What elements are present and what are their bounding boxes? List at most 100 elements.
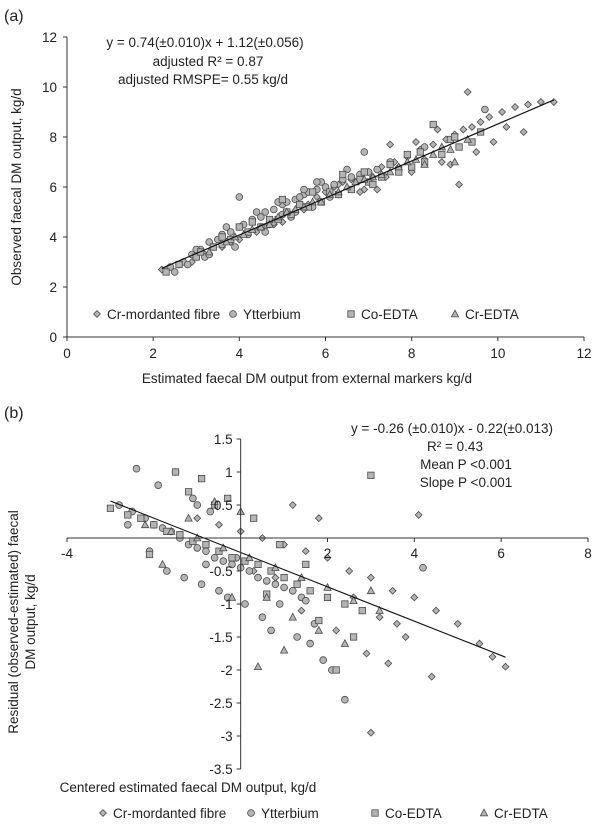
panel-b-point bbox=[219, 557, 228, 565]
panel-a-point bbox=[339, 170, 347, 179]
panel-b-point bbox=[341, 695, 349, 704]
panel-a-y-tick-label: 2 bbox=[49, 280, 57, 295]
panel-b-point bbox=[288, 586, 297, 595]
panel-b-point bbox=[184, 513, 193, 522]
panel-a-legend-marker bbox=[347, 310, 355, 318]
panel-a-ylabel: Observed faecal DM output, kg/d bbox=[9, 88, 24, 285]
panel-b-slope-p: Slope P <0.001 bbox=[420, 475, 512, 490]
panel-a-point bbox=[485, 113, 494, 121]
panel-a-rmspe: adjusted RMSPE= 0.55 kg/d bbox=[118, 72, 288, 87]
panel-a-x-tick-label: 10 bbox=[490, 346, 505, 361]
panel-b-point bbox=[262, 592, 271, 601]
panel-a-legend-marker bbox=[450, 309, 460, 318]
panel-b-point bbox=[245, 553, 254, 562]
panel-a-point bbox=[463, 88, 472, 96]
panel-b-point bbox=[176, 531, 184, 539]
panel-b-point bbox=[180, 573, 189, 582]
panel-a-point bbox=[386, 160, 394, 169]
panel-a-point bbox=[437, 158, 446, 166]
panel-b-point bbox=[410, 593, 419, 602]
panel-a-point bbox=[472, 148, 481, 156]
panel-a-point bbox=[360, 148, 369, 156]
panel-b-xlabel: Centered estimated faecal DM output, kg/… bbox=[60, 780, 317, 795]
panel-a-x-tick-label: 12 bbox=[576, 346, 591, 361]
panel-b-x-tick-label: -4 bbox=[61, 546, 73, 561]
panel-b-y-tick-label: 1 bbox=[225, 465, 233, 480]
panel-a-fit-segment bbox=[161, 99, 555, 269]
panel-a-point bbox=[360, 168, 368, 176]
panel-b-point bbox=[184, 488, 193, 496]
panel-b-y-tick-label: -1 bbox=[221, 597, 233, 612]
panel-b-point bbox=[297, 606, 306, 615]
panel-b-point bbox=[210, 497, 219, 506]
panel-b-point bbox=[366, 728, 375, 737]
panel-b-point bbox=[366, 573, 375, 582]
panel-b-point bbox=[193, 544, 202, 552]
panel-b-point bbox=[202, 560, 210, 569]
panel-b-legend-marker bbox=[99, 809, 107, 817]
panel-a-legend-label: Ytterbium bbox=[243, 307, 301, 322]
panel-b-point bbox=[224, 494, 232, 503]
panel-b-point bbox=[206, 507, 215, 516]
panel-b-axes: -4 2 4 6 8 1.5 1 0.5 -0.5 -1 -1.5 -2 -2.5 -3 -3.5 bbox=[61, 432, 592, 777]
panel-a-legend-label: Cr-mordanted fibre bbox=[107, 307, 220, 322]
panel-b-point bbox=[214, 520, 223, 529]
panel-b-point bbox=[288, 612, 298, 621]
panel-b-point bbox=[306, 639, 314, 648]
panel-b-point bbox=[375, 605, 384, 614]
panel-a-point bbox=[433, 125, 442, 134]
panel-a-point bbox=[429, 140, 438, 149]
panel-a-point bbox=[451, 133, 459, 141]
panel-b-point bbox=[280, 583, 288, 592]
panel-b-point bbox=[124, 511, 132, 519]
panel-a-legend-label: Cr-EDTA bbox=[465, 307, 519, 322]
panel-b-point bbox=[453, 619, 462, 628]
panel-b-fit-line bbox=[110, 500, 506, 658]
panel-a-x-tick-label: 2 bbox=[149, 346, 157, 361]
panel-a-point bbox=[356, 188, 364, 196]
panel-b-x-tick-label: 8 bbox=[584, 546, 592, 561]
panel-a-xlabel: Estimated faecal DM output from external… bbox=[142, 371, 472, 386]
panel-b-point bbox=[341, 600, 349, 608]
panel-a-x-tick-label: 6 bbox=[322, 346, 330, 361]
panel-b-legend-marker bbox=[371, 809, 379, 817]
panel-a-y-tick-label: 12 bbox=[42, 30, 57, 45]
panel-a-point bbox=[226, 228, 235, 236]
panel-b-point bbox=[384, 659, 393, 668]
panel-a-y-tick-label: 10 bbox=[42, 80, 57, 95]
panel-a-point bbox=[369, 180, 377, 189]
panel-b-point bbox=[358, 607, 366, 615]
panel-a-point bbox=[252, 208, 261, 216]
panel-b-point bbox=[314, 625, 324, 634]
panel-b-y-tick-label: -1.5 bbox=[209, 630, 232, 645]
panel-a-fit-line bbox=[161, 99, 555, 269]
panel-b-point bbox=[137, 514, 145, 522]
panel-b-point bbox=[393, 619, 401, 628]
panel-b-point bbox=[154, 481, 162, 490]
panel-b-point bbox=[388, 586, 397, 595]
panel-b-point bbox=[293, 580, 301, 588]
panel-a-point bbox=[308, 188, 317, 196]
panel-b-legend: Cr-mordanted fibre Ytterbium Co-EDTA Cr-EDT… bbox=[99, 806, 548, 821]
panel-b-point bbox=[189, 494, 197, 503]
panel-a-point bbox=[511, 103, 520, 111]
panel-b-point bbox=[332, 626, 341, 635]
panel-a-point bbox=[218, 233, 226, 241]
panel-b-point bbox=[106, 504, 115, 512]
panel-b-ylabel-line2: DM output, kg/d bbox=[23, 574, 38, 669]
panel-b-point bbox=[254, 560, 262, 569]
panel-b-point bbox=[501, 662, 510, 671]
panel-a-point bbox=[313, 178, 321, 186]
panel-b-legend-label: Cr-EDTA bbox=[494, 806, 548, 821]
panel-a-point bbox=[519, 128, 528, 136]
panel-a-point bbox=[429, 120, 437, 129]
panel-a-point bbox=[222, 223, 231, 231]
panel-b-point bbox=[267, 626, 275, 635]
panel-a-y-tick-label: 4 bbox=[49, 230, 57, 245]
panel-b-point bbox=[253, 662, 263, 670]
panel-b-point bbox=[362, 649, 371, 658]
panel-b-point bbox=[427, 672, 436, 681]
panel-b-ylabel-line1: Residual (observed-estimated) faecal bbox=[6, 510, 21, 734]
panel-b-point bbox=[302, 560, 310, 569]
panel-b-point bbox=[215, 586, 223, 595]
